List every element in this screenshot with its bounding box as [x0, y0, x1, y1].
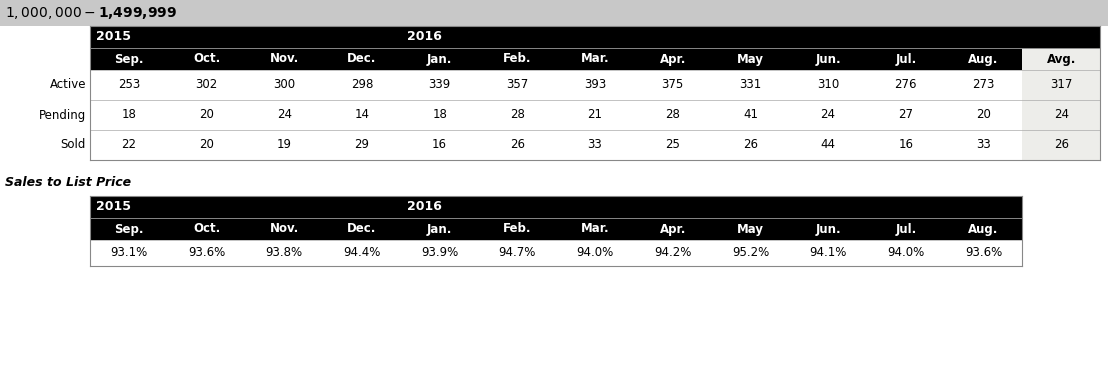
Bar: [90, 130, 1023, 160]
Text: Jul.: Jul.: [895, 53, 916, 66]
Bar: [90, 100, 1023, 130]
Text: Aug.: Aug.: [968, 223, 998, 236]
Text: 276: 276: [894, 78, 917, 92]
Text: Mar.: Mar.: [581, 53, 609, 66]
Text: 93.9%: 93.9%: [421, 247, 459, 259]
Text: 339: 339: [429, 78, 451, 92]
Text: 2016: 2016: [407, 201, 442, 213]
Text: 19: 19: [277, 138, 291, 152]
Text: 357: 357: [506, 78, 529, 92]
Text: 18: 18: [122, 109, 136, 121]
Text: Sold: Sold: [61, 138, 86, 152]
Text: 94.7%: 94.7%: [499, 247, 536, 259]
Text: $1,000,000 - $1,499,999: $1,000,000 - $1,499,999: [6, 5, 177, 21]
Text: 44: 44: [821, 138, 835, 152]
Text: Jan.: Jan.: [427, 223, 452, 236]
Text: 93.6%: 93.6%: [965, 247, 1002, 259]
Text: 375: 375: [661, 78, 684, 92]
Text: Feb.: Feb.: [503, 223, 532, 236]
Text: Oct.: Oct.: [193, 223, 220, 236]
Text: 16: 16: [899, 138, 913, 152]
Text: 94.2%: 94.2%: [654, 247, 691, 259]
Text: Apr.: Apr.: [659, 53, 686, 66]
Text: Pending: Pending: [39, 109, 86, 121]
Text: 26: 26: [742, 138, 758, 152]
Text: Sep.: Sep.: [114, 223, 144, 236]
Text: 20: 20: [976, 109, 991, 121]
Text: 33: 33: [587, 138, 603, 152]
Text: May: May: [737, 223, 763, 236]
Text: 27: 27: [899, 109, 913, 121]
Text: 21: 21: [587, 109, 603, 121]
Text: Nov.: Nov.: [269, 223, 299, 236]
Text: 393: 393: [584, 78, 606, 92]
Text: 93.1%: 93.1%: [110, 247, 147, 259]
Bar: [1023, 130, 1100, 160]
Text: Active: Active: [50, 78, 86, 92]
Text: Sep.: Sep.: [114, 53, 144, 66]
Text: 28: 28: [510, 109, 525, 121]
Text: 93.8%: 93.8%: [266, 247, 302, 259]
Text: 24: 24: [277, 109, 291, 121]
Text: 24: 24: [821, 109, 835, 121]
Text: 310: 310: [817, 78, 839, 92]
Text: Aug.: Aug.: [968, 53, 998, 66]
Text: 94.4%: 94.4%: [343, 247, 381, 259]
Text: 29: 29: [355, 138, 369, 152]
Text: 300: 300: [274, 78, 296, 92]
Bar: [90, 218, 1023, 240]
Bar: [90, 26, 1100, 48]
Text: Jan.: Jan.: [427, 53, 452, 66]
Bar: [1023, 70, 1100, 100]
Text: 20: 20: [199, 109, 214, 121]
Text: Dec.: Dec.: [347, 223, 377, 236]
Text: 253: 253: [117, 78, 140, 92]
Text: Nov.: Nov.: [269, 53, 299, 66]
Text: 317: 317: [1050, 78, 1073, 92]
Text: Mar.: Mar.: [581, 223, 609, 236]
Text: 26: 26: [510, 138, 525, 152]
Text: 18: 18: [432, 109, 447, 121]
Text: 94.1%: 94.1%: [809, 247, 847, 259]
Text: Avg.: Avg.: [1046, 53, 1076, 66]
Bar: [90, 240, 1023, 266]
Text: 24: 24: [1054, 109, 1068, 121]
Text: 22: 22: [122, 138, 136, 152]
Bar: [90, 48, 1100, 70]
Text: 25: 25: [665, 138, 680, 152]
Text: 331: 331: [739, 78, 761, 92]
Text: 93.6%: 93.6%: [188, 247, 225, 259]
Bar: [90, 196, 1023, 218]
Text: 26: 26: [1054, 138, 1068, 152]
Bar: [0, 0, 1108, 26]
Text: 94.0%: 94.0%: [576, 247, 614, 259]
Text: Jul.: Jul.: [895, 223, 916, 236]
Text: Oct.: Oct.: [193, 53, 220, 66]
Text: 33: 33: [976, 138, 991, 152]
Text: 14: 14: [355, 109, 369, 121]
Text: 28: 28: [665, 109, 680, 121]
Text: Feb.: Feb.: [503, 53, 532, 66]
Text: 2015: 2015: [96, 31, 131, 43]
Text: 16: 16: [432, 138, 448, 152]
Text: 298: 298: [351, 78, 373, 92]
Text: 2016: 2016: [407, 31, 442, 43]
Text: 302: 302: [195, 78, 217, 92]
Text: 94.0%: 94.0%: [888, 247, 924, 259]
Bar: [90, 70, 1023, 100]
Text: Apr.: Apr.: [659, 223, 686, 236]
Bar: [1023, 100, 1100, 130]
Text: 273: 273: [973, 78, 995, 92]
Bar: [1023, 48, 1100, 70]
Text: Sales to List Price: Sales to List Price: [6, 176, 131, 188]
Text: 41: 41: [742, 109, 758, 121]
Text: Jun.: Jun.: [815, 53, 841, 66]
Text: 2015: 2015: [96, 201, 131, 213]
Text: 95.2%: 95.2%: [731, 247, 769, 259]
Text: Jun.: Jun.: [815, 223, 841, 236]
Text: May: May: [737, 53, 763, 66]
Text: Dec.: Dec.: [347, 53, 377, 66]
Text: 20: 20: [199, 138, 214, 152]
